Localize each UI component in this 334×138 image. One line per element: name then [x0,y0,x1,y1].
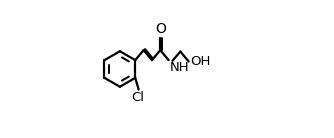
Text: OH: OH [190,55,211,68]
Text: O: O [155,22,166,36]
Text: NH: NH [169,62,189,75]
Text: Cl: Cl [131,91,144,104]
